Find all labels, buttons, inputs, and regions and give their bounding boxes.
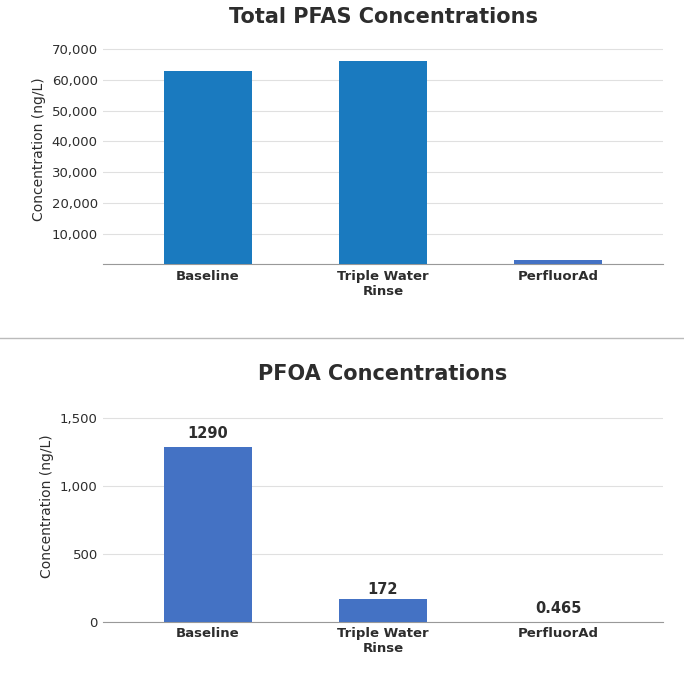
Bar — [164, 71, 252, 264]
Bar — [514, 260, 602, 264]
Bar — [339, 62, 427, 264]
Title: Total PFAS Concentrations: Total PFAS Concentrations — [228, 7, 538, 26]
Y-axis label: Concentration (ng/L): Concentration (ng/L) — [32, 77, 46, 221]
Text: 172: 172 — [368, 583, 398, 598]
Text: 1290: 1290 — [187, 426, 228, 441]
Y-axis label: Concentration (ng/L): Concentration (ng/L) — [40, 435, 54, 579]
Bar — [164, 447, 252, 622]
Bar — [339, 598, 427, 622]
Title: PFOA Concentrations: PFOA Concentrations — [259, 364, 508, 384]
Text: 0.465: 0.465 — [535, 601, 581, 616]
